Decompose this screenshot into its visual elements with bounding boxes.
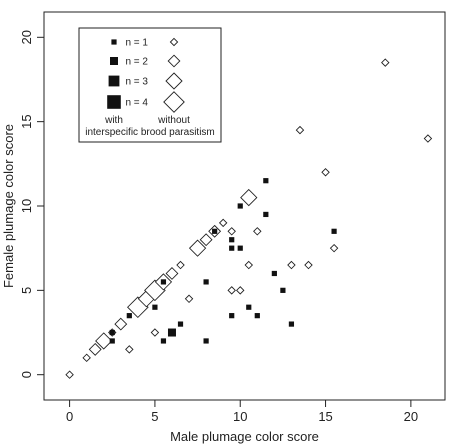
legend-caption: interspecific brood parasitism — [85, 127, 215, 138]
legend-diamond-marker — [167, 54, 181, 68]
point-without-parasitism — [227, 286, 236, 295]
point-without-parasitism — [227, 227, 236, 236]
point-with-parasitism — [152, 304, 158, 310]
point-without-parasitism — [165, 267, 179, 280]
legend-diamond-marker — [169, 37, 179, 47]
x-tick-label: 15 — [318, 409, 332, 424]
point-with-parasitism — [263, 211, 269, 218]
legend-label: n = 4 — [125, 98, 148, 109]
point-without-parasitism — [88, 342, 102, 356]
point-with-parasitism — [229, 313, 235, 319]
point-with-parasitism — [237, 245, 243, 251]
legend-diamond-marker — [165, 72, 183, 90]
point-with-parasitism — [271, 270, 277, 277]
legend-square-marker — [111, 39, 117, 45]
point-with-parasitism — [229, 237, 235, 243]
point-with-parasitism — [177, 321, 184, 327]
legend-label: n = 3 — [125, 77, 148, 88]
point-without-parasitism — [95, 332, 113, 350]
y-axis-title: Female plumage color score — [1, 124, 16, 288]
legend-label: n = 2 — [125, 57, 148, 68]
point-without-parasitism — [287, 260, 296, 270]
data-points — [65, 58, 433, 379]
point-with-parasitism — [109, 338, 115, 344]
point-with-parasitism — [229, 245, 235, 251]
legend-square-marker — [110, 57, 118, 65]
point-without-parasitism — [176, 260, 185, 270]
point-without-parasitism — [381, 58, 390, 67]
legend-diamond-marker — [163, 91, 185, 113]
point-without-parasitism — [304, 260, 313, 270]
legend-square-marker — [108, 75, 120, 87]
legend-entries: n = 1 n = 2 n = 3 n = 4 — [107, 37, 185, 113]
point-with-parasitism — [167, 328, 176, 337]
y-tick-label: 15 — [19, 114, 34, 128]
point-with-parasitism — [280, 287, 286, 293]
point-with-parasitism — [126, 313, 132, 319]
y-tick-label: 20 — [19, 30, 34, 44]
point-with-parasitism — [263, 178, 269, 184]
legend-col-with: with — [104, 115, 123, 126]
x-tick-label: 10 — [233, 409, 247, 424]
point-without-parasitism — [321, 168, 330, 177]
point-without-parasitism — [240, 188, 258, 207]
y-tick-label: 5 — [19, 287, 34, 294]
point-with-parasitism — [331, 228, 337, 234]
y-tick-label: 10 — [19, 199, 34, 213]
point-with-parasitism — [212, 228, 218, 234]
point-with-parasitism — [246, 304, 252, 310]
point-without-parasitism — [125, 345, 134, 354]
point-without-parasitism — [423, 134, 433, 143]
point-without-parasitism — [218, 218, 228, 228]
x-tick-label: 5 — [151, 409, 158, 424]
point-with-parasitism — [109, 329, 115, 336]
point-with-parasitism — [160, 279, 167, 285]
point-without-parasitism — [188, 239, 207, 257]
point-without-parasitism — [82, 353, 91, 363]
point-without-parasitism — [244, 260, 254, 270]
legend-label: n = 1 — [125, 38, 148, 49]
legend: n = 1 n = 2 n = 3 n = 4 with without inters… — [78, 27, 222, 143]
point-with-parasitism — [254, 313, 260, 319]
point-without-parasitism — [65, 370, 74, 379]
point-without-parasitism — [253, 227, 262, 236]
y-tick-label: 0 — [19, 371, 34, 378]
point-without-parasitism — [199, 233, 213, 247]
point-with-parasitism — [203, 338, 209, 344]
point-with-parasitism — [237, 203, 243, 209]
point-without-parasitism — [329, 243, 339, 253]
point-without-parasitism — [235, 286, 245, 295]
legend-box — [78, 27, 222, 143]
y-axis: 0 5 10 15 20 — [19, 30, 44, 378]
legend-col-without: without — [157, 115, 190, 126]
point-without-parasitism — [114, 317, 128, 331]
point-with-parasitism — [288, 321, 295, 327]
legend-square-marker — [107, 95, 121, 109]
x-axis: 0 5 10 15 20 — [66, 400, 418, 424]
point-without-parasitism — [295, 125, 305, 135]
x-tick-label: 0 — [66, 409, 73, 424]
point-without-parasitism — [184, 294, 194, 304]
point-without-parasitism — [150, 328, 160, 337]
x-tick-label: 20 — [404, 409, 418, 424]
x-axis-title: Male plumage color score — [170, 429, 319, 444]
point-with-parasitism — [203, 279, 209, 285]
point-with-parasitism — [160, 338, 167, 344]
